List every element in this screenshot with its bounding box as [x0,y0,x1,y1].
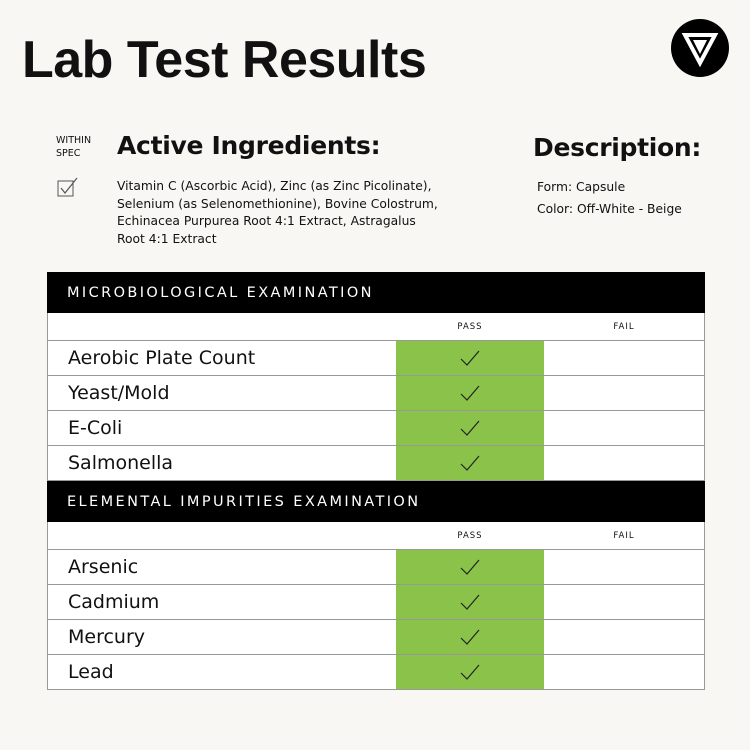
check-icon [460,629,480,645]
ingredients-heading: Active Ingredients: [117,131,381,160]
fail-cell [544,620,704,654]
pass-cell [396,655,544,689]
test-name: Yeast/Mold [68,382,170,404]
description-item: Color: Off-White - Beige [537,202,682,216]
check-icon [460,664,480,680]
result-row: Cadmium [47,585,705,620]
ingredients-text: Vitamin C (Ascorbic Acid), Zinc (as Zinc… [117,179,438,246]
result-row: Lead [47,655,705,690]
result-row: E-Coli [47,411,705,446]
test-name: Cadmium [68,591,160,613]
check-icon [460,420,480,436]
logo [671,19,729,77]
column-header-row: PASS FAIL [47,313,705,341]
tables: MICROBIOLOGICAL EXAMINATION PASS FAIL Aerob… [47,272,705,690]
blank-cell [48,313,396,340]
blank-cell [48,522,396,549]
title: Lab Test Results [22,31,427,89]
check-icon [460,385,480,401]
description-item: Form: Capsule [537,180,626,194]
pass-cell [396,341,544,375]
result-row: Aerobic Plate Count [47,341,705,376]
pass-cell [396,550,544,584]
test-name: Aerobic Plate Count [68,347,256,369]
test-name: Mercury [68,626,146,648]
fail-cell [544,376,704,410]
fail-cell [544,446,704,480]
fail-header: FAIL [613,530,635,541]
test-name: Salmonella [68,452,174,474]
fail-cell [544,341,704,375]
check-icon [460,594,480,610]
description-list: Form: Capsule Color: Off-White - Beige [537,176,682,220]
spec-label: WITHIN SPEC [56,135,92,159]
checkbox [57,177,78,197]
check-icon [460,455,480,471]
test-name: E-Coli [68,417,123,439]
fail-header: FAIL [613,321,635,332]
fail-cell [544,585,704,619]
result-row: Mercury [47,620,705,655]
pass-cell [396,446,544,480]
check-icon [460,350,480,366]
pass-header: PASS [396,522,544,549]
pass-cell [396,411,544,445]
test-name: Lead [68,661,114,683]
test-name: Arsenic [68,556,139,578]
section-header: MICROBIOLOGICAL EXAMINATION [47,272,705,313]
result-row: Salmonella [47,446,705,481]
pass-header: PASS [396,313,544,340]
result-row: Arsenic [47,550,705,585]
pass-cell [396,620,544,654]
result-row: Yeast/Mold [47,376,705,411]
pass-cell [396,585,544,619]
description-heading: Description: [533,133,702,162]
check-icon [460,559,480,575]
fail-cell [544,550,704,584]
fail-cell [544,655,704,689]
column-header-row: PASS FAIL [47,522,705,550]
section-header: ELEMENTAL IMPURITIES EXAMINATION [47,481,705,522]
pass-cell [396,376,544,410]
fail-cell [544,411,704,445]
